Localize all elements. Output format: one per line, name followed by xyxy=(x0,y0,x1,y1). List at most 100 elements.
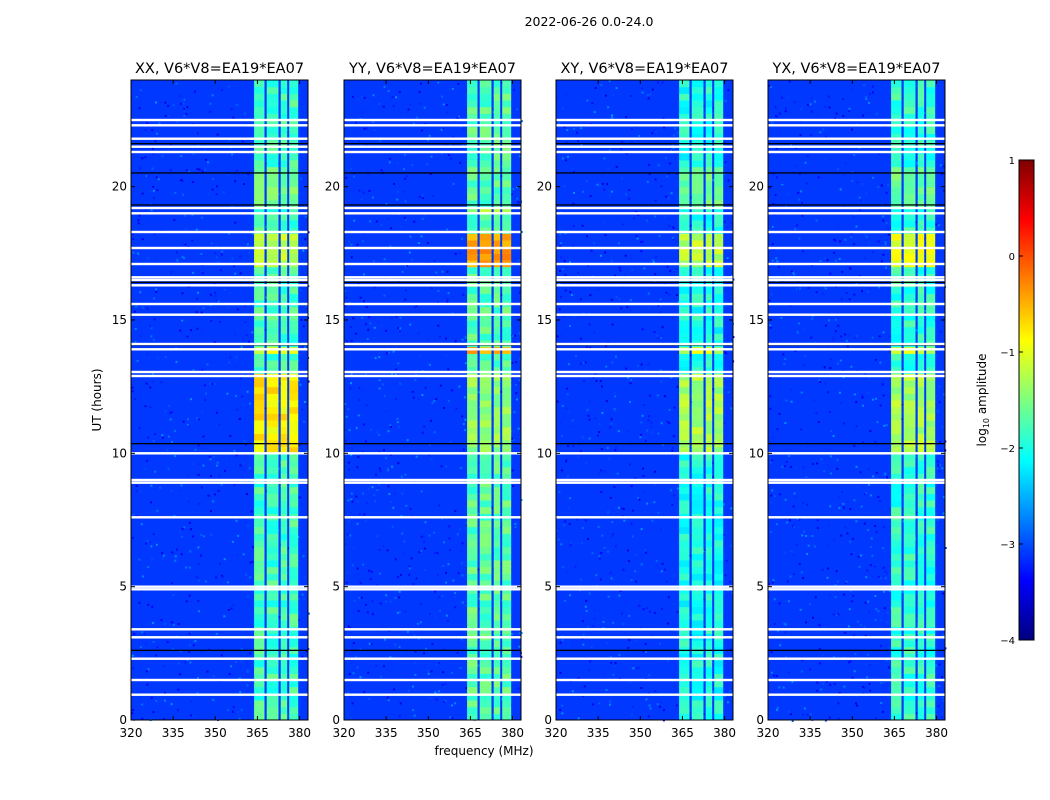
band-cell xyxy=(254,246,265,254)
noise-cell xyxy=(792,271,794,274)
noise-cell xyxy=(383,449,385,452)
noise-cell xyxy=(137,222,140,225)
noise-cell xyxy=(371,486,374,489)
noise-cell xyxy=(810,134,813,136)
noise-cell xyxy=(138,601,141,604)
noise-cell xyxy=(610,260,613,263)
noise-cell xyxy=(887,625,889,628)
band-cell xyxy=(679,113,690,121)
noise-cell xyxy=(792,554,795,556)
band-cell xyxy=(891,680,902,688)
noise-cell xyxy=(145,642,148,645)
band-cell xyxy=(714,213,724,221)
band-cell xyxy=(280,226,288,234)
noise-cell xyxy=(798,173,801,176)
noise-cell xyxy=(164,691,166,694)
noise-cell xyxy=(440,180,443,183)
noise-cell xyxy=(839,617,842,620)
band-cell xyxy=(679,413,690,421)
noise-cell xyxy=(423,569,426,571)
noise-cell xyxy=(857,555,860,558)
noise-cell xyxy=(222,191,225,194)
band-cell xyxy=(714,386,724,394)
noise-cell xyxy=(824,719,827,722)
noise-cell xyxy=(645,429,648,432)
band-cell xyxy=(891,653,902,661)
band-cell xyxy=(280,320,288,328)
noise-cell xyxy=(612,93,615,96)
noise-cell xyxy=(874,525,877,528)
noise-cell xyxy=(598,609,601,612)
band-cell xyxy=(280,673,288,681)
noise-cell xyxy=(643,491,645,494)
noise-cell xyxy=(665,157,667,160)
noise-cell xyxy=(848,529,851,532)
noise-cell xyxy=(162,436,164,439)
noise-cell xyxy=(576,518,579,521)
noise-cell xyxy=(164,699,166,702)
noise-cell xyxy=(414,379,417,382)
noise-cell xyxy=(598,557,601,560)
noise-cell xyxy=(631,535,634,538)
noise-cell xyxy=(350,326,353,329)
band-cell xyxy=(289,486,299,494)
band-cell xyxy=(502,620,512,628)
noise-cell xyxy=(248,251,251,254)
noise-cell xyxy=(639,436,642,439)
noise-cell xyxy=(770,86,773,89)
noise-cell xyxy=(813,439,816,442)
noise-cell xyxy=(636,667,639,670)
band-cell xyxy=(479,353,492,361)
noise-cell xyxy=(210,475,212,477)
noise-cell xyxy=(641,554,644,557)
noise-cell xyxy=(174,455,177,458)
noise-cell xyxy=(594,373,597,376)
noise-cell xyxy=(299,242,302,245)
flag-line-white xyxy=(131,230,308,234)
noise-cell xyxy=(578,542,580,545)
noise-cell xyxy=(514,522,517,525)
noise-cell xyxy=(178,440,181,443)
band-cell xyxy=(289,113,299,121)
band-cell xyxy=(266,313,279,321)
noise-cell xyxy=(365,143,368,146)
y-tick-label: 0 xyxy=(119,713,127,727)
noise-cell xyxy=(212,178,215,181)
noise-cell xyxy=(802,105,805,108)
band-cell xyxy=(714,286,724,294)
noise-cell xyxy=(864,601,867,604)
noise-cell xyxy=(163,718,166,721)
noise-cell xyxy=(811,271,814,274)
noise-cell xyxy=(383,409,386,412)
noise-cell xyxy=(659,301,662,303)
noise-cell xyxy=(298,697,301,700)
noise-cell xyxy=(301,344,304,347)
band-cell xyxy=(691,473,704,481)
band-cell xyxy=(493,193,501,201)
noise-cell xyxy=(415,577,418,580)
band-cell xyxy=(280,693,288,701)
band-cell xyxy=(266,713,279,721)
band-cell xyxy=(502,280,512,288)
noise-cell xyxy=(800,190,803,193)
band-cell xyxy=(502,306,512,314)
band-cell xyxy=(479,200,492,208)
flag-line-white xyxy=(131,302,308,306)
noise-cell xyxy=(784,498,787,501)
band-cell xyxy=(479,520,492,528)
band-cell xyxy=(502,326,512,334)
band-cell xyxy=(679,546,690,554)
noise-cell xyxy=(362,563,365,566)
noise-cell xyxy=(666,265,669,268)
noise-cell xyxy=(249,470,252,473)
noise-cell xyxy=(729,544,732,547)
noise-cell xyxy=(344,429,347,432)
noise-cell xyxy=(235,519,238,522)
noise-cell xyxy=(810,110,813,113)
noise-cell xyxy=(674,127,677,130)
noise-cell xyxy=(454,592,456,594)
band-cell xyxy=(467,433,478,441)
band-cell xyxy=(479,553,492,561)
noise-cell xyxy=(641,87,643,90)
noise-cell xyxy=(427,672,430,675)
